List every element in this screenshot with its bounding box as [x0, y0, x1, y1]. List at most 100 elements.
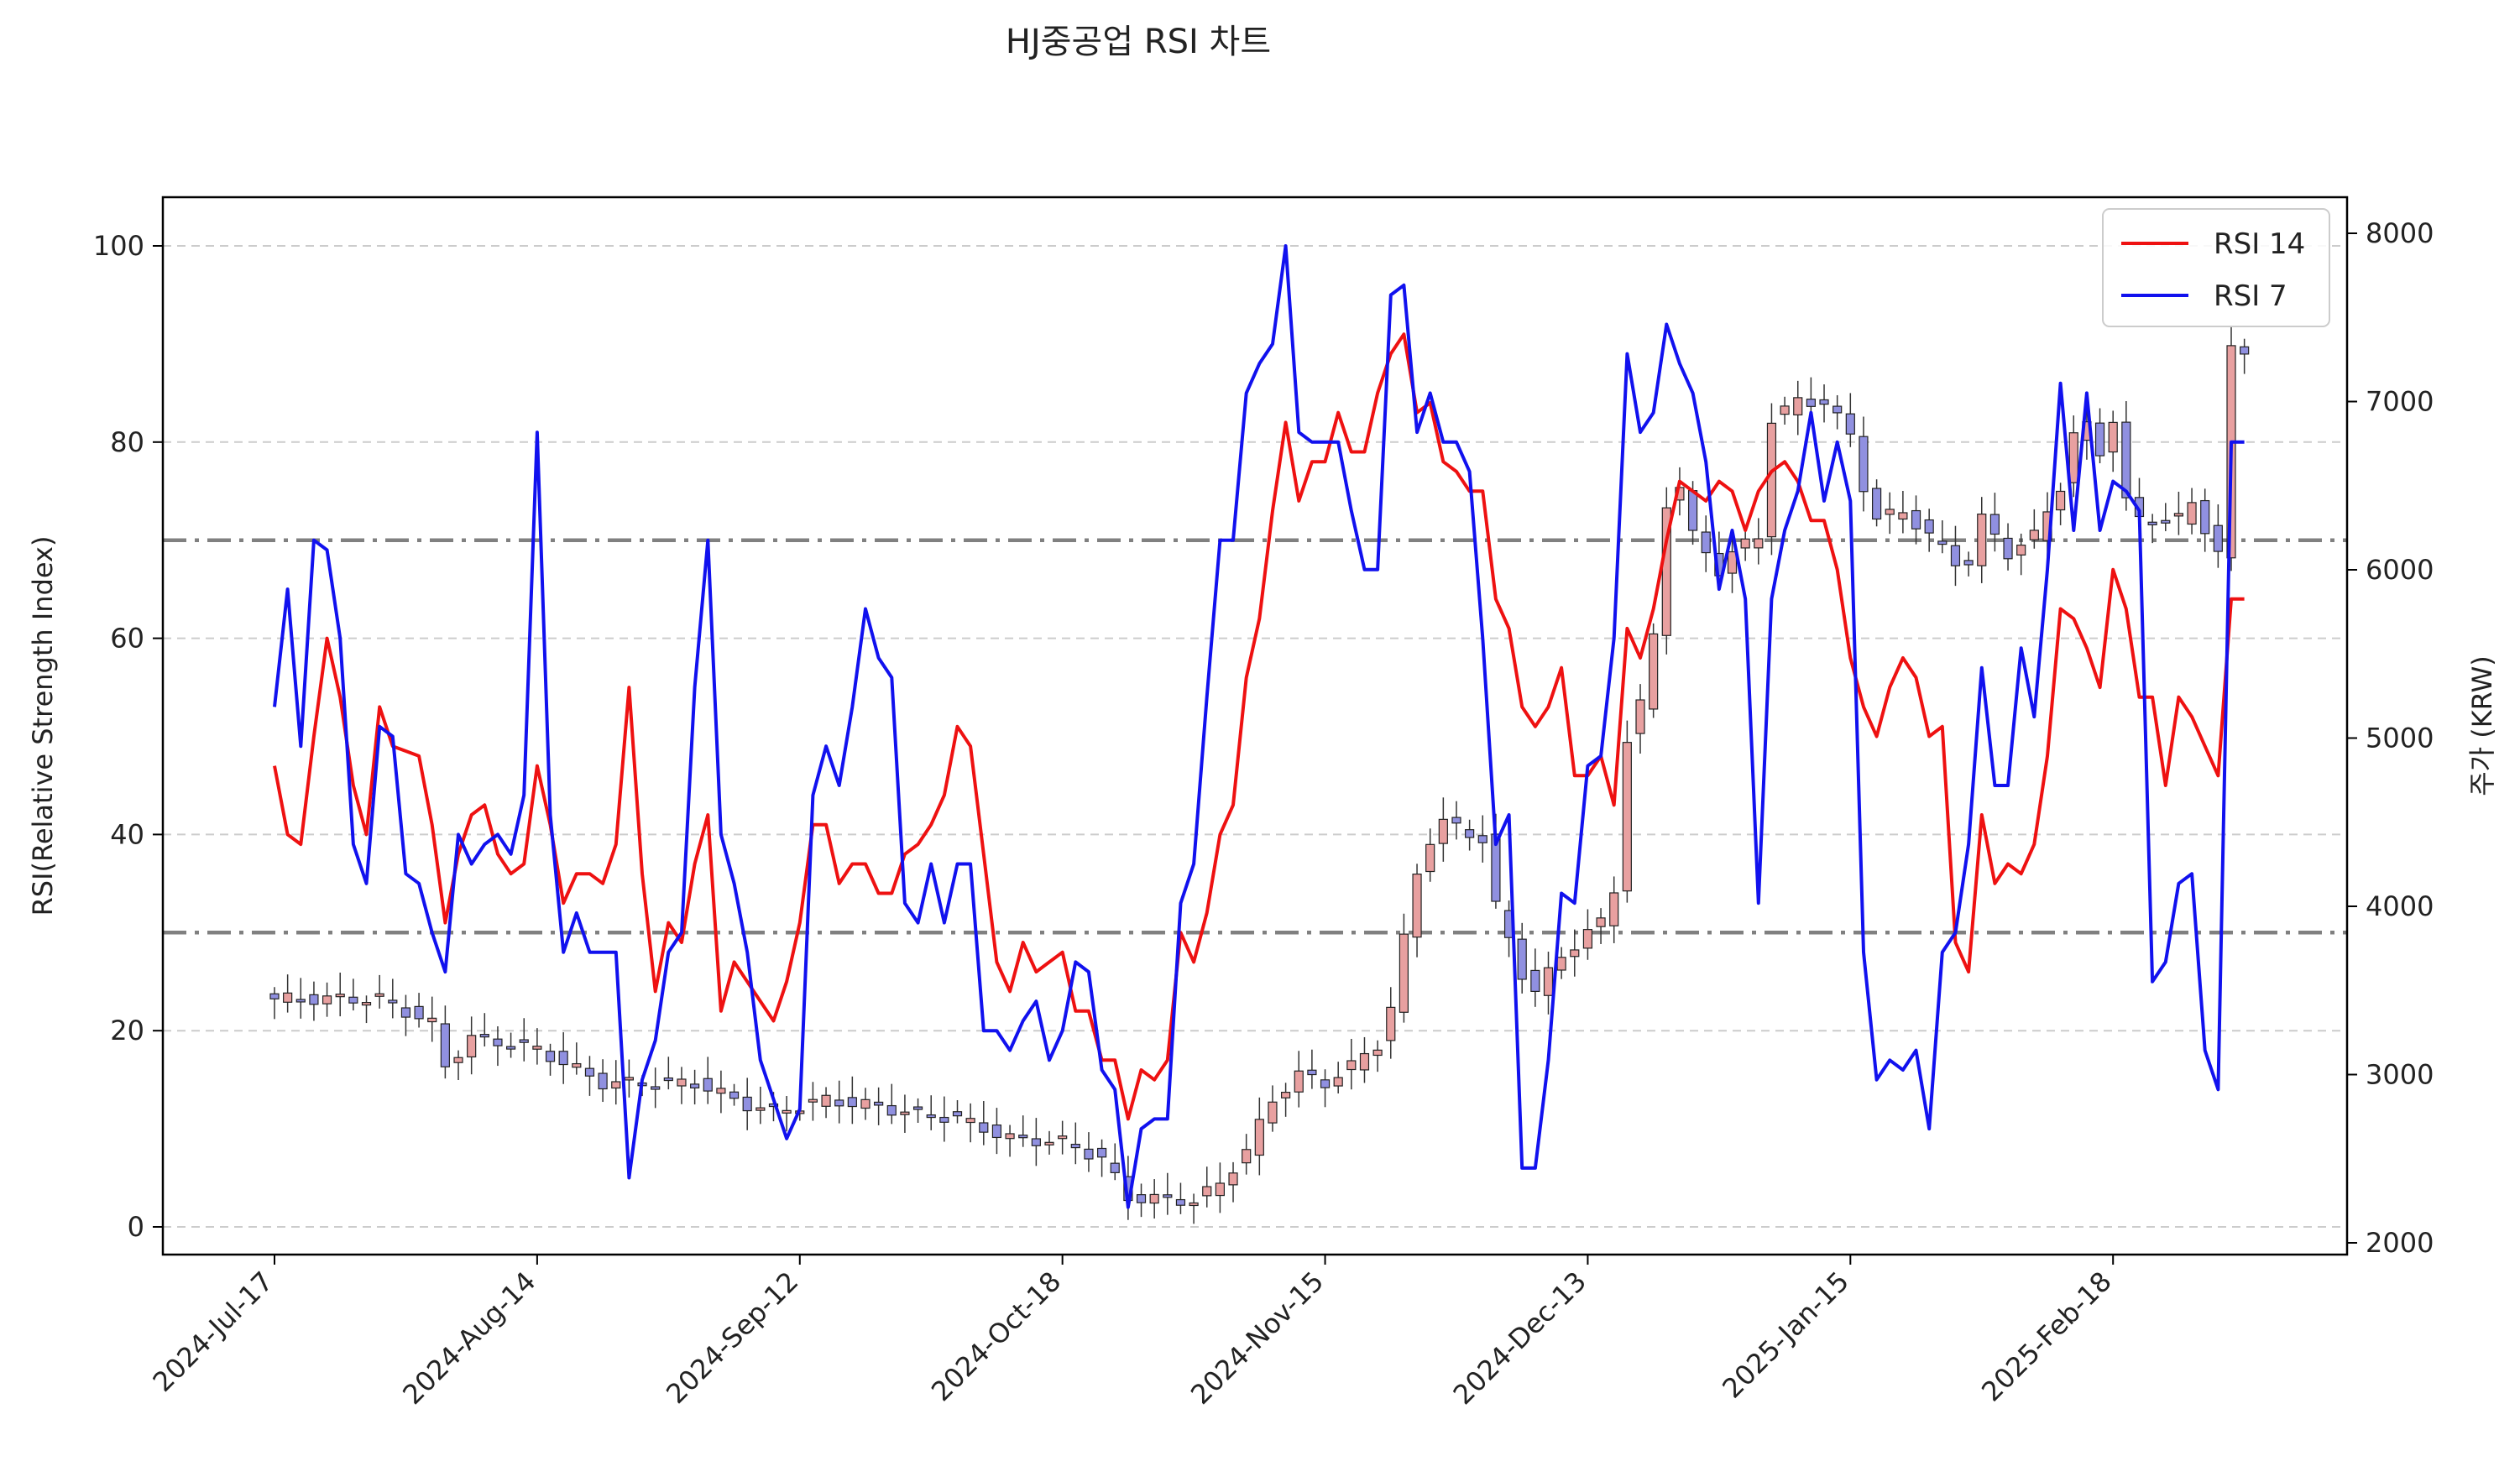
candle-body	[1872, 488, 1882, 520]
candle-body	[1096, 1147, 1107, 1158]
candle-body	[926, 1114, 936, 1119]
candle-body	[1687, 490, 1698, 531]
candle-body	[348, 996, 358, 1004]
candle-body	[1386, 1006, 1396, 1041]
candle-body	[1399, 933, 1409, 1013]
candle-body	[479, 1034, 489, 1038]
right-tick-label: 8000	[2366, 217, 2434, 249]
candle-body	[1477, 835, 1487, 843]
candle-body	[1596, 917, 1606, 927]
x-tick-label: 2024-Nov-15	[1184, 1265, 1330, 1411]
candle-body	[2003, 537, 2013, 560]
candle-body	[1189, 1202, 1199, 1207]
x-tick-label: 2025-Feb-18	[1975, 1265, 2118, 1408]
candle-body	[1963, 560, 1974, 566]
candle-body	[1438, 818, 1448, 844]
x-axis: 2024-Jul-17 2024-Aug-14 2024-Sep-12 2024-Oc…	[147, 1255, 2118, 1411]
candle-body	[1163, 1194, 1173, 1198]
candle-body	[991, 1125, 1002, 1139]
candle-body	[322, 995, 332, 1005]
candle-body	[1084, 1148, 1094, 1160]
candle-body	[1242, 1149, 1252, 1164]
candle-body	[1793, 397, 1803, 415]
candle-body	[2029, 530, 2039, 540]
right-tick-label: 6000	[2366, 554, 2434, 586]
candle-body	[1412, 874, 1422, 938]
candle-body	[1859, 436, 1869, 493]
candle-body	[874, 1101, 884, 1106]
x-tick-label: 2024-Sep-12	[660, 1265, 804, 1410]
right-tick-label: 7000	[2366, 386, 2434, 418]
candle-body	[808, 1098, 818, 1103]
candle-body	[453, 1057, 463, 1063]
candle-body	[269, 993, 280, 999]
candle-body	[1885, 509, 1895, 515]
candle-body	[1609, 892, 1619, 926]
candle-body	[295, 999, 306, 1003]
candle-body	[1175, 1198, 1186, 1206]
candle-body	[860, 1098, 870, 1109]
candle-body	[1215, 1182, 1225, 1197]
candle-body	[440, 1023, 450, 1067]
candle-body	[651, 1086, 661, 1090]
right-tick-label: 4000	[2366, 890, 2434, 922]
candle-body	[716, 1088, 726, 1094]
candle-body	[1911, 509, 1921, 530]
candle-body	[2173, 513, 2184, 517]
candle-body	[1018, 1135, 1028, 1139]
candle-body	[1228, 1172, 1238, 1186]
candle-body	[2213, 524, 2223, 552]
candle-body	[1582, 929, 1593, 949]
candle-body	[532, 1046, 542, 1050]
x-tick-label: 2024-Dec-13	[1447, 1265, 1592, 1411]
candle-body	[1070, 1143, 1080, 1149]
candle-body	[414, 1005, 424, 1020]
candle-body	[782, 1109, 792, 1114]
legend: RSI 14 RSI 7	[2102, 208, 2330, 327]
candle-body	[703, 1078, 713, 1092]
candle-body	[584, 1067, 595, 1077]
candle-body	[1924, 519, 1934, 534]
candle-body	[729, 1091, 740, 1099]
left-tick-label: 60	[110, 623, 144, 655]
candle-body	[1989, 514, 2000, 535]
candle-body	[558, 1051, 568, 1066]
candle-body	[1110, 1162, 1120, 1173]
candle-body	[2016, 544, 2026, 556]
candle-body	[1649, 633, 1659, 710]
candle-body	[1136, 1194, 1147, 1203]
x-tick-label: 2024-Oct-18	[925, 1265, 1067, 1407]
candle-body	[952, 1111, 963, 1117]
candle-body	[821, 1094, 831, 1107]
candle-body	[1780, 405, 1790, 415]
candle-body	[1622, 742, 1632, 892]
legend-label-rsi7: RSI 7	[2214, 279, 2287, 313]
candle-body	[309, 994, 319, 1005]
candle-body	[427, 1017, 437, 1023]
candle-body	[2161, 519, 2171, 524]
candle-body	[979, 1122, 989, 1133]
candle-body	[611, 1081, 621, 1089]
candle-body	[1635, 699, 1645, 734]
candle-body	[2187, 502, 2197, 525]
candle-body	[1832, 405, 1843, 414]
candle-body	[335, 994, 345, 998]
candle-body	[2068, 432, 2078, 483]
candle-body	[939, 1116, 949, 1123]
candle-body	[1031, 1138, 1041, 1146]
candle-body	[2200, 499, 2210, 535]
left-axis: 0 20 40 60 80 100	[93, 230, 163, 1243]
chart-title: HJ중공업 RSI 차트	[1006, 23, 1271, 61]
candle-body	[2108, 421, 2118, 453]
right-tick-label: 2000	[2366, 1227, 2434, 1259]
candle-body	[965, 1118, 975, 1124]
plot-frame	[161, 196, 2349, 1256]
candle-body	[1556, 957, 1566, 971]
candle-body	[1044, 1141, 1054, 1145]
candle-body	[2121, 421, 2131, 498]
candle-body	[1766, 422, 1777, 538]
candle-body	[1465, 829, 1475, 838]
candle-body	[742, 1096, 752, 1112]
right-axis-title: 주가 (KRW)	[2466, 655, 2498, 796]
